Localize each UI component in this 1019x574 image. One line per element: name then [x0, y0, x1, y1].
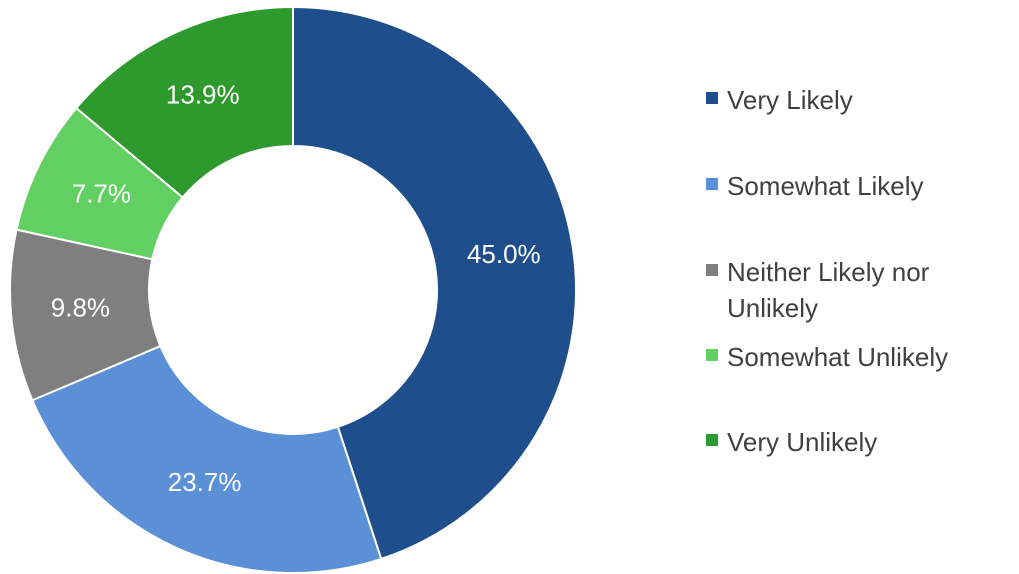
legend-swatch [706, 178, 718, 190]
chart: 45.0% 23.7% 9.8% 7.7% 13.9% [9, 5, 577, 574]
legend-item: Somewhat Unlikely [706, 339, 1019, 375]
legend-label: Neither Likely nor Unlikely [727, 257, 930, 323]
donut-slice [31, 344, 383, 574]
slice-label: 45.0% [467, 239, 541, 269]
legend-swatch [706, 434, 718, 446]
legend-label: Very Likely [727, 85, 853, 115]
legend-swatch [706, 264, 718, 276]
legend-item: Somewhat Likely [706, 168, 1019, 204]
legend-label: Very Unlikely [727, 427, 878, 457]
legend-swatch [706, 92, 718, 104]
legend-item: Very Likely [706, 82, 1019, 118]
slice-label: 9.8% [51, 293, 110, 323]
legend-label: Somewhat Unlikely [727, 342, 949, 372]
legend-item: Very Unlikely [706, 424, 1019, 460]
legend-item: Neither Likely nor Unlikely [706, 254, 1019, 326]
slice-label: 23.7% [168, 467, 242, 497]
legend-label: Somewhat Likely [727, 171, 924, 201]
donut-slice [74, 5, 294, 199]
donut-slice [292, 5, 577, 561]
slice-label: 7.7% [72, 179, 131, 209]
legend-swatch [706, 349, 718, 361]
slice-label: 13.9% [166, 79, 240, 109]
